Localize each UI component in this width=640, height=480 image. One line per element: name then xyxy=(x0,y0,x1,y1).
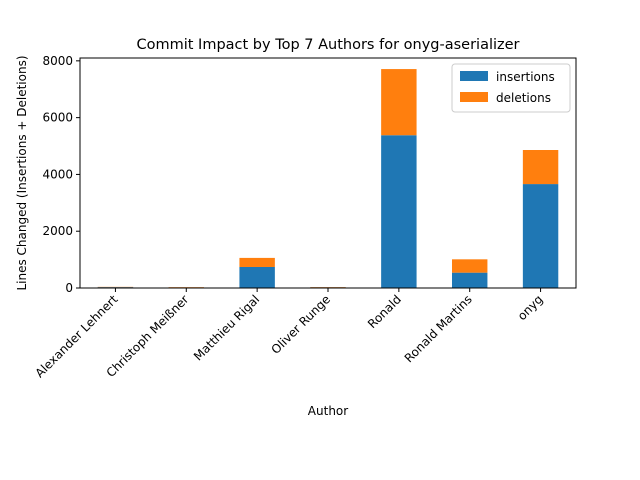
y-axis-label: Lines Changed (Insertions + Deletions) xyxy=(15,55,29,290)
bar-deletions-2 xyxy=(239,257,275,267)
bar-insertions-4 xyxy=(381,135,417,288)
bar-deletions-4 xyxy=(381,69,417,136)
legend-label-deletions: deletions xyxy=(496,91,551,105)
bar-deletions-5 xyxy=(452,259,488,273)
bar-deletions-6 xyxy=(522,150,559,185)
legend-swatch-insertions xyxy=(460,71,488,81)
bar-insertions-6 xyxy=(522,184,559,288)
x-tick-label-2: Matthieu Rigal xyxy=(191,292,262,363)
y-axis: 0 2000 4000 6000 8000 xyxy=(42,54,80,295)
x-tick-label-6: onyg xyxy=(515,292,546,323)
y-tick-label-4: 8000 xyxy=(42,54,73,68)
legend: insertions deletions xyxy=(451,63,571,113)
chart-title: Commit Impact by Top 7 Authors for onyg-… xyxy=(136,37,519,53)
y-tick-label-1: 2000 xyxy=(42,224,73,238)
bars-layer xyxy=(97,69,559,288)
x-tick-label-5: Ronald Martins xyxy=(402,292,475,365)
x-tick-label-3: Oliver Runge xyxy=(269,292,334,357)
bar-insertions-2 xyxy=(239,266,275,288)
legend-swatch-deletions xyxy=(460,92,488,102)
bar-insertions-5 xyxy=(452,272,488,288)
y-tick-label-0: 0 xyxy=(65,281,73,295)
y-tick-label-3: 6000 xyxy=(42,111,73,125)
x-tick-label-4: Ronald xyxy=(365,292,404,331)
x-axis-label: Author xyxy=(308,404,348,418)
y-tick-label-2: 4000 xyxy=(42,167,73,181)
legend-label-insertions: insertions xyxy=(496,70,555,84)
plot-frame xyxy=(79,57,577,289)
